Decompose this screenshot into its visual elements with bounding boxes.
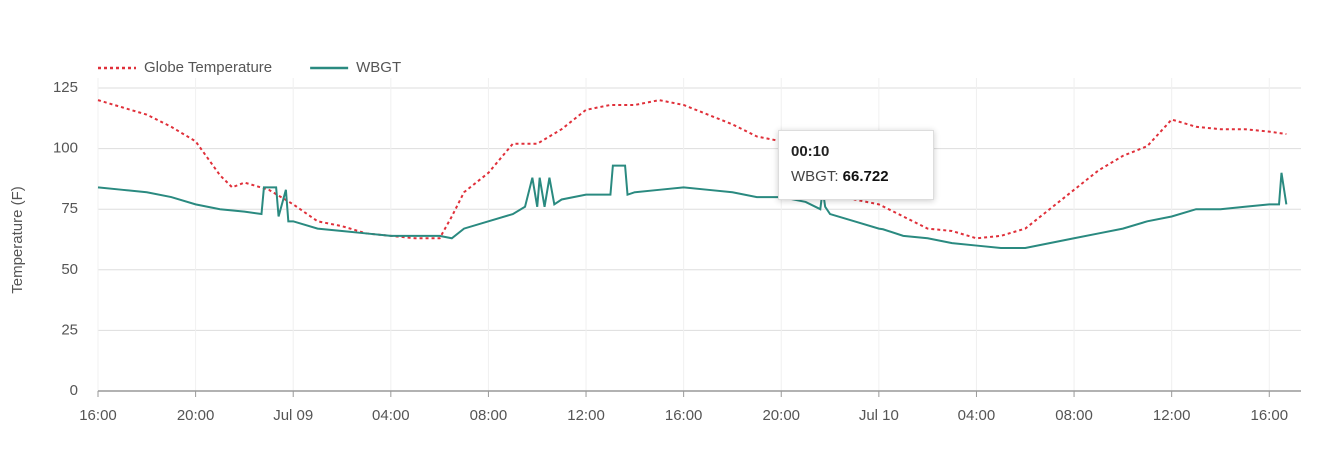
y-tick-label: 125 xyxy=(53,79,78,96)
tooltip: 00:10 WBGT: 66.722 xyxy=(778,130,934,200)
x-tick-label: 12:00 xyxy=(567,407,605,424)
y-tick-label: 0 xyxy=(70,382,78,399)
y-tick-label: 50 xyxy=(61,261,78,278)
x-tick-label: 20:00 xyxy=(177,407,215,424)
x-tick-label: Jul 09 xyxy=(273,407,313,424)
legend-label[interactable]: Globe Temperature xyxy=(144,59,272,76)
y-tick-label: 100 xyxy=(53,140,78,157)
x-tick-label: 16:00 xyxy=(1251,407,1289,424)
line xyxy=(97,164,1288,249)
line xyxy=(97,99,1287,240)
x-tick-label: 20:00 xyxy=(762,407,800,424)
tooltip-title: 00:10 xyxy=(791,143,830,160)
x-tick-label: 16:00 xyxy=(665,407,703,424)
tooltip-label: WBGT: xyxy=(791,168,839,185)
x-tick-label: 04:00 xyxy=(958,407,996,424)
tooltip-value: 66.722 xyxy=(842,168,889,185)
x-tick-label: 16:00 xyxy=(79,407,117,424)
y-tick-label: 25 xyxy=(61,321,78,338)
x-tick-label: Jul 10 xyxy=(859,407,899,424)
x-tick-label: 08:00 xyxy=(1055,407,1093,424)
y-tick-label: 75 xyxy=(61,200,78,217)
y-axis-label: Temperature (F) xyxy=(9,186,26,294)
x-tick-label: 08:00 xyxy=(470,407,508,424)
legend-label[interactable]: WBGT xyxy=(356,59,401,76)
x-tick-label: 04:00 xyxy=(372,407,410,424)
x-tick-label: 12:00 xyxy=(1153,407,1191,424)
